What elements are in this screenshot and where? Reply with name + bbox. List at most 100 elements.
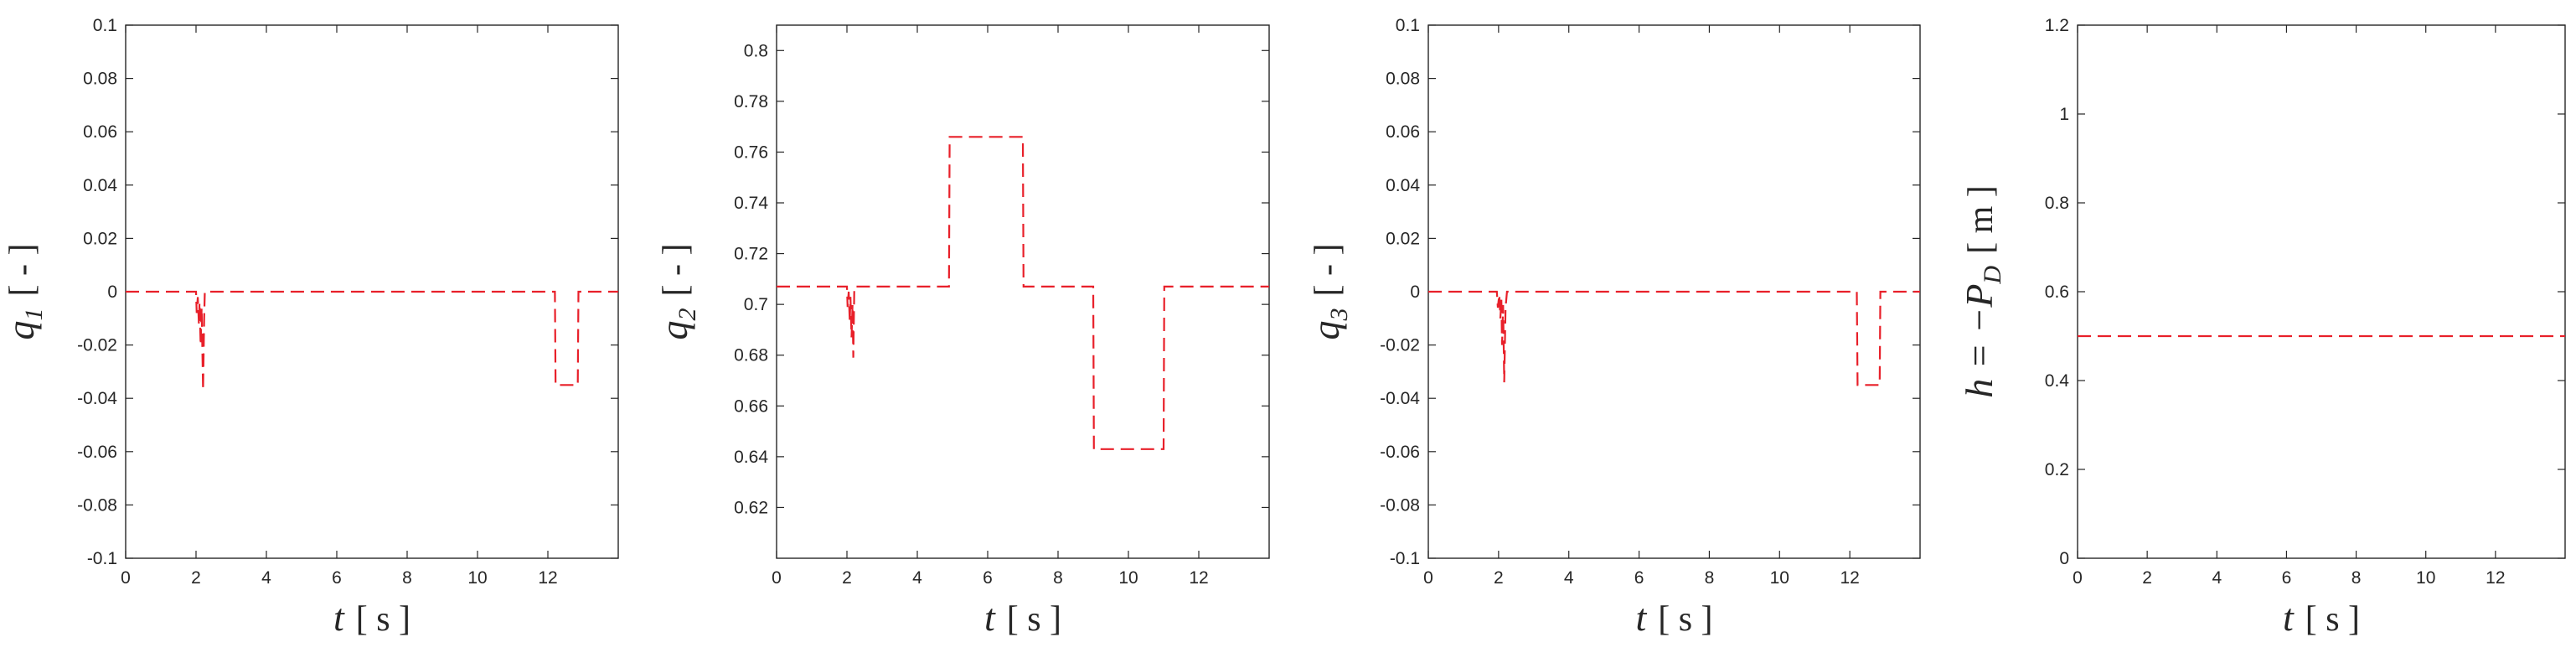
y-tick-label: 0.04 <box>83 176 117 195</box>
x-tick-label: 6 <box>983 568 993 588</box>
y-tick-label: 1 <box>2059 105 2069 124</box>
x-tick-label: 4 <box>1564 568 1574 588</box>
x-axis-label: t [ s ] <box>984 596 1061 639</box>
y-tick-label: 0 <box>2059 549 2069 568</box>
x-axis-label-var: t <box>2283 596 2295 639</box>
x-tick-label: 12 <box>1189 568 1208 588</box>
x-tick-label: 12 <box>538 568 557 588</box>
x-axis-label-unit: [ s ] <box>356 600 410 639</box>
y-tick-label: 0.66 <box>734 396 768 416</box>
y-tick-label: 0.6 <box>2045 282 2069 302</box>
x-tick-label: 10 <box>467 568 487 588</box>
y-tick-label: 0.06 <box>1386 122 1420 142</box>
y-tick-label: 0.1 <box>93 16 117 35</box>
y-tick-label: -0.08 <box>77 495 117 515</box>
x-tick-label: 2 <box>2142 568 2152 588</box>
series-line <box>1428 290 1920 386</box>
y-axis-label-sub: 3 <box>1325 308 1353 321</box>
x-tick-label: 10 <box>2416 568 2435 588</box>
x-tick-label: 8 <box>1705 568 1715 588</box>
y-axis-label-var: h = −P <box>1958 284 2000 398</box>
x-tick-label: 0 <box>1423 568 1433 588</box>
x-tick-label: 12 <box>2486 568 2505 588</box>
y-tick-label: -0.04 <box>1380 389 1420 408</box>
y-tick-label: 0.78 <box>734 92 768 111</box>
x-tick-label: 8 <box>402 568 412 588</box>
y-tick-label: 1.2 <box>2045 16 2069 35</box>
y-tick-label: 0.04 <box>1386 176 1420 195</box>
y-tick-label: 0.74 <box>734 194 768 213</box>
x-axis-label-var: t <box>1635 596 1647 639</box>
y-tick-label: 0 <box>107 282 117 302</box>
x-tick-label: 0 <box>772 568 782 588</box>
x-tick-label: 8 <box>1053 568 1063 588</box>
y-tick-label: -0.08 <box>1380 495 1420 515</box>
y-tick-label: 0.1 <box>1396 16 1420 35</box>
subplot-4: 0 2 4 6 8 10 12 0 0.2 0.4 0.6 0.8 1 1.2 t [ s ] h = −PD [… <box>1958 16 2566 639</box>
x-tick-label: 10 <box>1770 568 1789 588</box>
x-tick-label: 0 <box>2073 568 2083 588</box>
y-tick-label: 0.08 <box>83 70 117 89</box>
x-tick-label: 10 <box>1118 568 1138 588</box>
y-axis-label-var: q <box>1304 320 1347 339</box>
y-tick-label: -0.06 <box>77 443 117 462</box>
y-axis-label-sub: D <box>1979 266 2006 285</box>
x-tick-label: 6 <box>332 568 342 588</box>
x-tick-label: 2 <box>842 568 852 588</box>
x-axis-label: t [ s ] <box>333 596 410 639</box>
x-axis-label-unit: [ s ] <box>1007 600 1061 639</box>
x-tick-label: 4 <box>261 568 271 588</box>
axes-box <box>776 24 1270 559</box>
y-tick-label: 0.8 <box>2045 194 2069 213</box>
series-line <box>126 290 618 391</box>
x-tick-label: 2 <box>1494 568 1504 588</box>
y-axis-label: q3 [ - ] <box>1304 244 1353 340</box>
y-tick-label: 0.02 <box>83 229 117 248</box>
y-tick-label: 0.8 <box>744 41 768 60</box>
y-axis-label: q1 [ - ] <box>0 244 48 340</box>
subplot-2: 0 2 4 6 8 10 12 0.62 0.64 0.66 0.68 0.7 0.72 0.74 0.76… <box>653 24 1270 639</box>
y-tick-label: 0.7 <box>744 295 768 314</box>
y-axis-label-var: q <box>653 320 695 339</box>
x-tick-label: 12 <box>1840 568 1859 588</box>
subplot-3: 0 2 4 6 8 10 12 -0.1 -0.08 -0.06 -0.04 -0.02 0 0.02 0.… <box>1304 16 1921 639</box>
y-tick-label: -0.02 <box>77 336 117 355</box>
x-axis-label-unit: [ s ] <box>2305 600 2360 639</box>
x-axis-label-var: t <box>984 596 996 639</box>
y-axis-label-unit: [ - ] <box>657 244 695 297</box>
y-tick-label: -0.1 <box>87 549 117 568</box>
x-tick-label: 4 <box>912 568 922 588</box>
x-axis-label: t [ s ] <box>1635 596 1712 639</box>
y-tick-label: 0.08 <box>1386 70 1420 89</box>
x-tick-label: 4 <box>2212 568 2222 588</box>
x-axis-label: t [ s ] <box>2283 596 2360 639</box>
x-tick-label: 6 <box>1634 568 1644 588</box>
x-axis-label-unit: [ s ] <box>1658 600 1712 639</box>
x-tick-label: 2 <box>191 568 201 588</box>
y-axis-label: q2 [ - ] <box>653 244 701 340</box>
y-axis-label-unit: [ m ] <box>1962 185 2000 254</box>
y-axis-label-unit: [ - ] <box>1309 244 1347 297</box>
y-axis-label-sub: 1 <box>20 308 48 320</box>
y-axis-label-unit: [ - ] <box>3 244 42 297</box>
y-tick-label: 0.06 <box>83 122 117 142</box>
x-axis-label-var: t <box>333 596 345 639</box>
y-tick-label: 0 <box>1410 282 1420 302</box>
subplot-1: 0 2 4 6 8 10 12 -0.1 -0.08 -0.06 -0.04 -0.02 0 0.02 0.… <box>0 16 619 639</box>
x-tick-label: 8 <box>2351 568 2362 588</box>
y-tick-label: 0.4 <box>2045 371 2070 391</box>
y-tick-label: -0.1 <box>1390 549 1420 568</box>
y-tick-label: -0.02 <box>1380 336 1420 355</box>
y-tick-label: 0.64 <box>734 448 768 467</box>
y-axis-label-sub: 2 <box>674 308 701 320</box>
y-tick-label: -0.06 <box>1380 443 1420 462</box>
y-tick-label: 0.68 <box>734 346 768 365</box>
series-line <box>777 136 1269 450</box>
y-axis-label: h = −PD [ m ] <box>1958 185 2006 398</box>
x-tick-label: 6 <box>2282 568 2292 588</box>
x-tick-label: 0 <box>121 568 131 588</box>
y-tick-label: 0.76 <box>734 142 768 162</box>
axes-box <box>2077 24 2566 559</box>
y-tick-label: 0.02 <box>1386 229 1420 248</box>
